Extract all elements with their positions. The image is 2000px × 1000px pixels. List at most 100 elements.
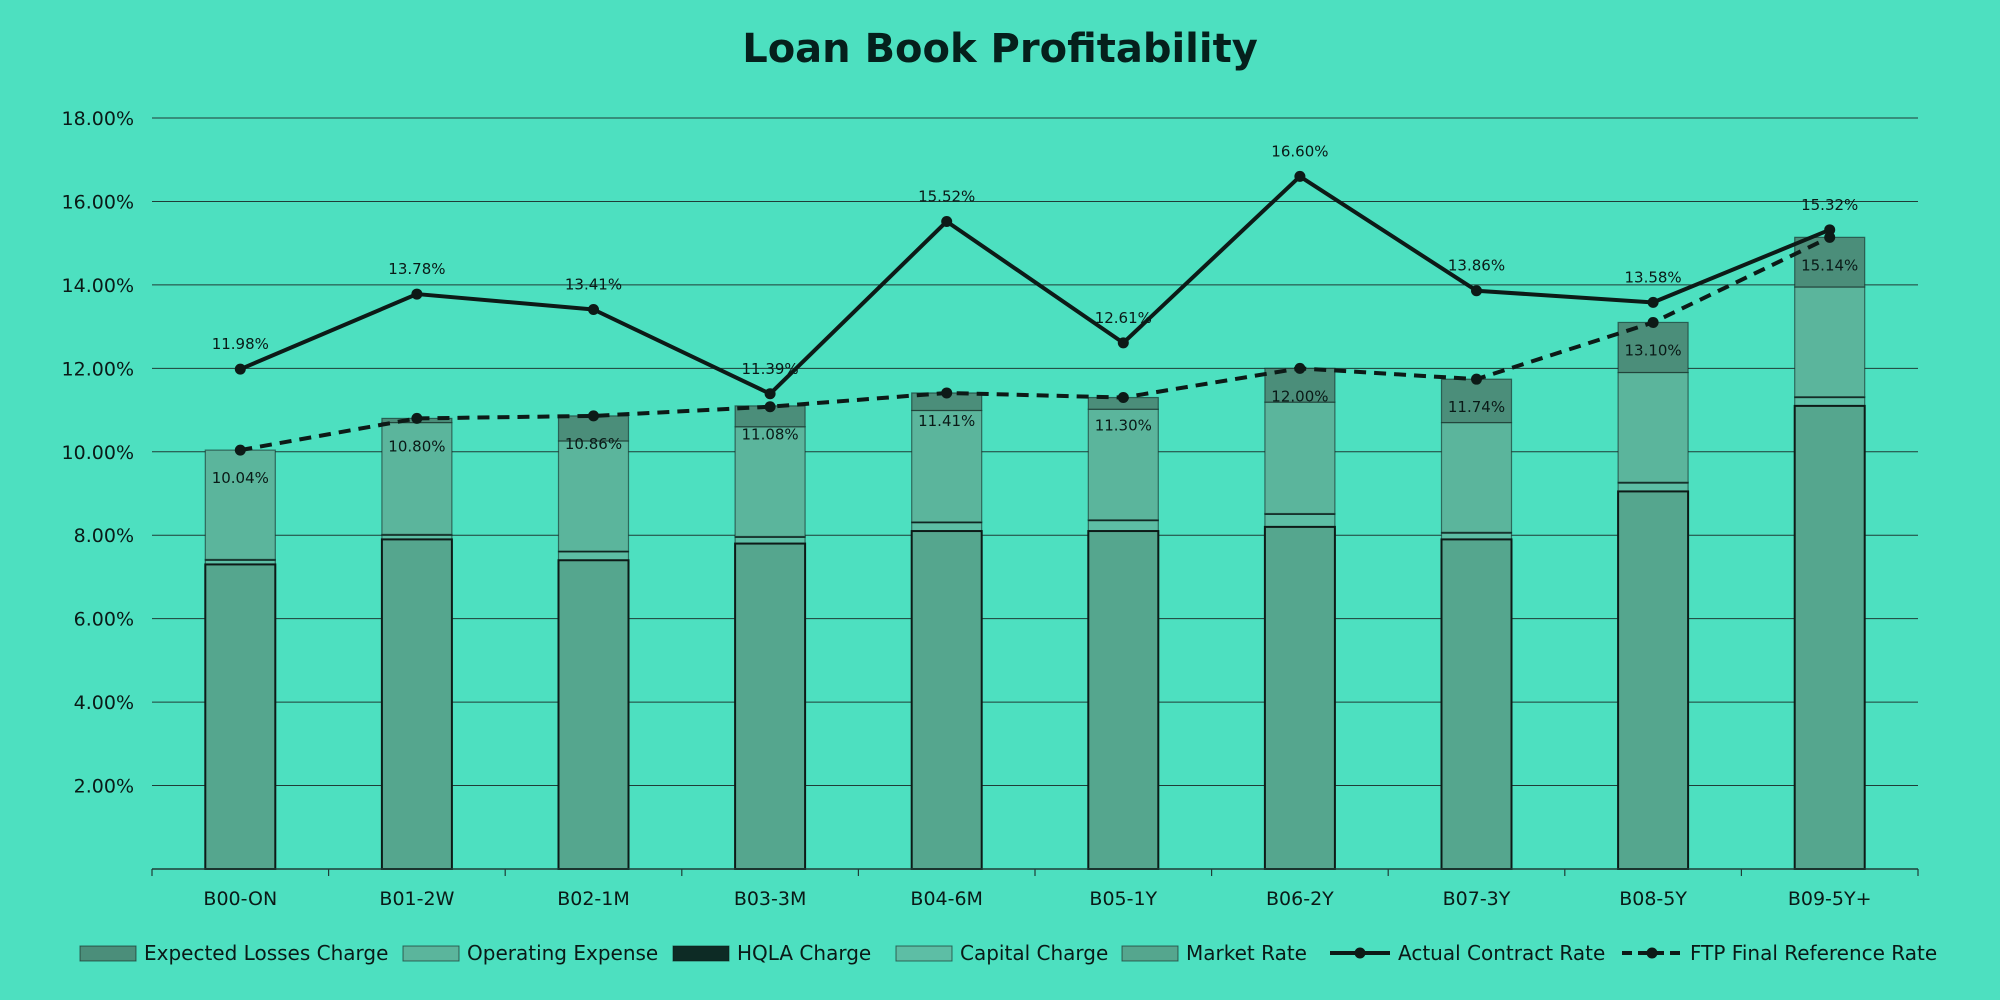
data-label-ftp-final-reference-rate-b02-1m: 10.86% [565, 435, 622, 453]
point-ftp-final-reference-rate-b01-2w [411, 412, 423, 424]
bar-stack-b05-1y [1087, 396, 1160, 870]
bar-stack-b01-2w [380, 417, 453, 871]
bar-operating-expense-b02-1m [557, 440, 630, 552]
point-ftp-final-reference-rate-b02-1m [588, 410, 599, 422]
bar-market-rate-b08-5y [1617, 490, 1689, 870]
bar-capital-charge-b08-5y [1617, 482, 1689, 493]
x-tick-label-b02-1m: B02-1M [557, 888, 630, 910]
bar-market-rate-b01-2w [381, 538, 453, 870]
point-ftp-final-reference-rate-b07-3y [1471, 373, 1482, 385]
bar-operating-expense-b09-5y [1794, 286, 1866, 398]
bar-capital-charge-b05-1y [1087, 520, 1159, 532]
x-tick-label-b09-5y: B09-5Y+ [1788, 888, 1872, 910]
point-ftp-final-reference-rate-b00-on [234, 444, 246, 456]
legend-item-capital-charge: Capital Charge [895, 941, 1108, 965]
bar-stack-b07-3y [1440, 378, 1513, 871]
bar-stack-b00-on [204, 449, 277, 871]
data-label-actual-contract-rate-b05-1y: 12.61% [1095, 309, 1152, 327]
data-label-ftp-final-reference-rate-b04-6m: 11.41% [918, 412, 975, 430]
bar-operating-expense-b08-5y [1617, 371, 1689, 483]
legend-marker-actual-contract-rate [1354, 947, 1366, 959]
legend: Expected Losses Charge Operating Expense H… [79, 941, 1937, 965]
y-tick-label: 6.00% [74, 609, 134, 631]
legend-swatch-hqla-charge [672, 945, 730, 962]
point-actual-contract-rate-b05-1y [1117, 337, 1129, 349]
legend-label-operating-expense: Operating Expense [467, 941, 658, 965]
rate-lines [234, 170, 1836, 456]
legend-marker-ftp-final-reference-rate [1646, 947, 1658, 959]
bar-market-rate-b02-1m [557, 559, 630, 870]
legend-item-actual-contract-rate: Actual Contract Rate [1330, 941, 1605, 965]
bar-operating-expense-b06-2y [1264, 401, 1336, 515]
bar-capital-charge-b04-6m [911, 522, 983, 532]
point-ftp-final-reference-rate-b06-2y [1294, 362, 1306, 374]
x-tick-label-b01-2w: B01-2W [379, 888, 454, 910]
point-actual-contract-rate-b03-3m [764, 388, 776, 400]
legend-label-actual-contract-rate: Actual Contract Rate [1398, 941, 1605, 965]
y-tick-label: 14.00% [62, 275, 134, 297]
point-ftp-final-reference-rate-b05-1y [1117, 392, 1129, 404]
legend-swatch-expected-losses-charge [79, 945, 137, 962]
y-tick-label: 16.00% [62, 191, 134, 213]
line-actual-contract-rate [239, 174, 1831, 396]
bar-operating-expense-b07-3y [1440, 421, 1513, 533]
x-tick-label-b08-5y: B08-5Y [1619, 888, 1687, 910]
bar-operating-expense-b00-on [204, 449, 276, 561]
bar-market-rate-b06-2y [1264, 526, 1336, 870]
x-tick-label-b04-6m: B04-6M [910, 888, 983, 910]
data-label-ftp-final-reference-rate-b08-5y: 13.10% [1624, 341, 1681, 359]
legend-swatch-market-rate [1121, 945, 1179, 962]
legend-label-expected-losses-charge: Expected Losses Charge [144, 941, 388, 965]
data-label-ftp-final-reference-rate-b00-on: 10.04% [212, 469, 269, 487]
legend-item-expected-losses-charge: Expected Losses Charge [79, 941, 388, 965]
bar-stack-b06-2y [1263, 367, 1336, 871]
data-label-ftp-final-reference-rate-b01-2w: 10.80% [388, 437, 445, 455]
point-ftp-final-reference-rate-b04-6m [941, 387, 953, 399]
bar-capital-charge-b02-1m [557, 551, 630, 561]
legend-item-ftp-final-reference-rate: FTP Final Reference Rate [1622, 941, 1937, 965]
y-tick-label: 18.00% [62, 108, 134, 130]
y-tick-label: 2.00% [74, 776, 134, 798]
bar-operating-expense-b05-1y [1087, 408, 1159, 521]
data-label-actual-contract-rate-b07-3y: 13.86% [1448, 257, 1505, 275]
y-tick-label: 10.00% [62, 442, 134, 464]
bar-market-rate-b00-on [204, 563, 276, 870]
axes: 2.00% 4.00% 6.00% 8.00% 10.00% 12.00% 14.00% 16… [62, 108, 1919, 910]
data-labels: 11.98% 13.78% 13.41% 11.39% 15.52% 12.61% 16.6… [212, 142, 1859, 487]
bar-capital-charge-b06-2y [1264, 513, 1336, 528]
x-tick-label-b05-1y: B05-1Y [1089, 888, 1157, 910]
point-actual-contract-rate-b08-5y [1647, 296, 1659, 308]
data-label-actual-contract-rate-b09-5y: 15.32% [1801, 196, 1858, 214]
x-tick-label-b07-3y: B07-3Y [1443, 888, 1511, 910]
bar-stack-b04-6m [910, 392, 983, 870]
data-label-ftp-final-reference-rate-b06-2y: 12.00% [1271, 387, 1328, 405]
point-actual-contract-rate-b06-2y [1294, 170, 1306, 182]
legend-swatch-operating-expense [402, 945, 460, 962]
bar-operating-expense-b04-6m [911, 409, 983, 523]
legend-label-market-rate: Market Rate [1186, 941, 1307, 965]
data-label-ftp-final-reference-rate-b09-5y: 15.14% [1801, 256, 1858, 274]
point-actual-contract-rate-b04-6m [941, 215, 953, 227]
legend-label-hqla-charge: HQLA Charge [737, 941, 871, 965]
bar-capital-charge-b09-5y [1794, 396, 1866, 407]
y-tick-label: 8.00% [74, 525, 134, 547]
point-actual-contract-rate-b00-on [234, 363, 246, 375]
data-label-actual-contract-rate-b03-3m: 11.39% [741, 360, 798, 378]
data-label-actual-contract-rate-b06-2y: 16.60% [1271, 142, 1328, 160]
point-actual-contract-rate-b02-1m [588, 304, 599, 316]
data-label-actual-contract-rate-b04-6m: 15.52% [918, 187, 975, 205]
data-label-actual-contract-rate-b00-on: 11.98% [212, 335, 269, 353]
bar-stack-b02-1m [557, 415, 630, 870]
data-label-actual-contract-rate-b08-5y: 13.58% [1624, 268, 1681, 286]
x-tick-label-b03-3m: B03-3M [734, 888, 807, 910]
y-tick-label: 4.00% [74, 692, 134, 714]
data-label-ftp-final-reference-rate-b07-3y: 11.74% [1448, 398, 1505, 416]
bar-market-rate-b04-6m [911, 530, 983, 870]
point-actual-contract-rate-b07-3y [1471, 285, 1482, 297]
stacked-bars [204, 236, 1866, 871]
x-tick-label-b00-on: B00-ON [203, 888, 277, 910]
data-label-actual-contract-rate-b02-1m: 13.41% [565, 276, 622, 294]
legend-item-market-rate: Market Rate [1121, 941, 1307, 965]
